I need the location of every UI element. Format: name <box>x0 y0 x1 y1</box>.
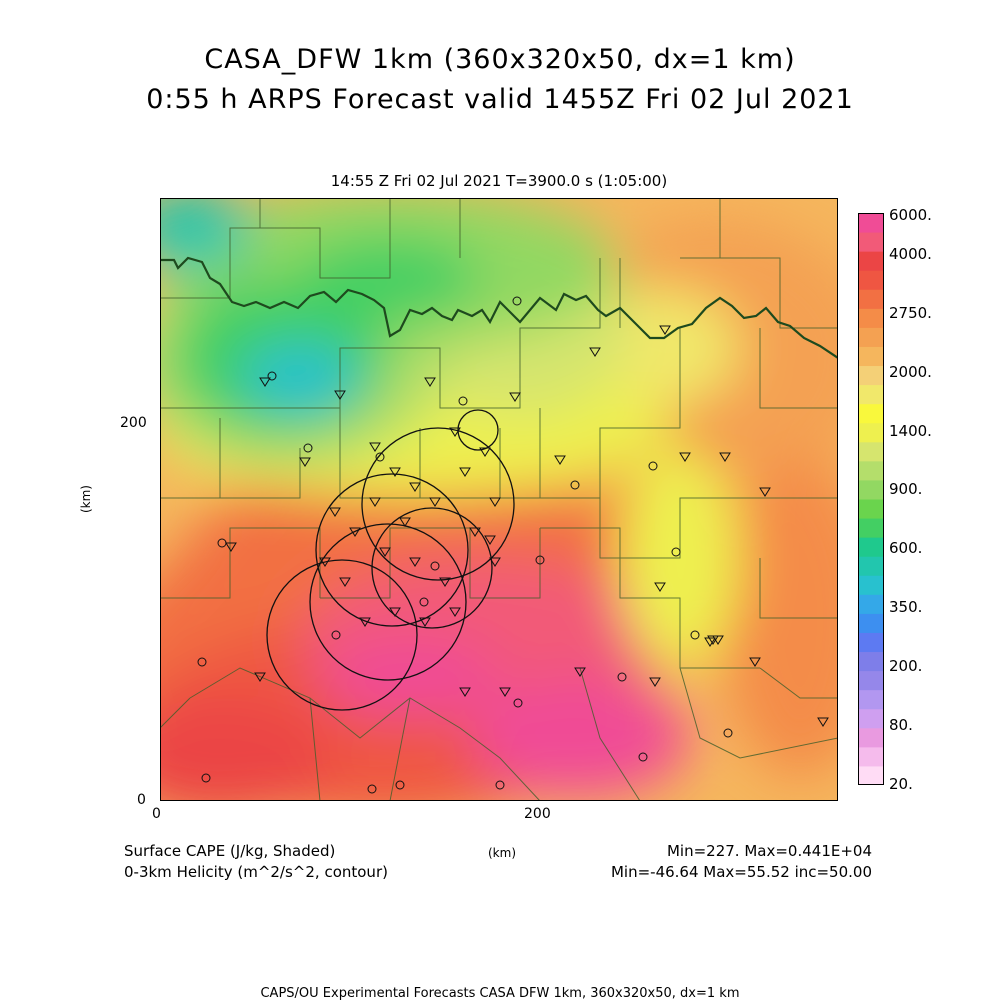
colorbar-labels: 6000. 4000. 2750. 2000. 1400. 900. 600. … <box>889 206 969 796</box>
cape-map <box>160 198 838 801</box>
y-axis-label: (km) <box>79 484 94 514</box>
title-line-1: CASA_DFW 1km (360x320x50, dx=1 km) <box>204 44 796 75</box>
colorbar-swatch <box>858 289 884 309</box>
colorbar-swatch <box>858 632 884 653</box>
shaded-minmax: Min=227. Max=0.441E+04 <box>666 842 872 860</box>
colorbar-label: 1400. <box>889 422 932 440</box>
colorbar-swatch <box>858 441 884 462</box>
colorbar-swatch <box>858 422 884 443</box>
colorbar-swatch <box>858 213 884 233</box>
colorbar-label: 2750. <box>889 304 932 322</box>
colorbar-label: 2000. <box>889 363 932 381</box>
credits-line: CAPS/OU Experimental Forecasts CASA DFW … <box>260 986 740 1001</box>
colorbar-swatch <box>858 765 884 785</box>
county-boundaries <box>160 198 838 801</box>
contour-field-caption: 0-3km Helicity (m^2/s^2, contour) <box>124 863 388 881</box>
colorbar-swatch <box>858 575 884 595</box>
red-river-boundary <box>160 256 838 359</box>
colorbar-swatch <box>858 479 884 500</box>
cape-colorbar <box>858 213 884 785</box>
colorbar-swatch <box>858 251 884 271</box>
colorbar-swatch <box>858 232 884 252</box>
colorbar-label: 6000. <box>889 206 932 224</box>
colorbar-swatch <box>858 537 884 557</box>
valid-time-info: 14:55 Z Fri 02 Jul 2021 T=3900.0 s (1:05… <box>330 172 668 190</box>
y-tick-label-200: 200 <box>120 415 147 431</box>
colorbar-swatch <box>858 594 884 614</box>
colorbar-swatch <box>858 384 884 405</box>
colorbar-swatch <box>858 403 884 424</box>
colorbar-label: 350. <box>889 598 923 616</box>
y-tick-label-0: 0 <box>137 792 146 808</box>
station-markers <box>197 296 829 794</box>
shaded-field-caption: Surface CAPE (J/kg, Shaded) <box>124 842 336 860</box>
colorbar-swatch <box>858 746 884 767</box>
colorbar-swatch <box>858 518 884 538</box>
x-axis-label: (km) <box>488 846 517 860</box>
colorbar-swatch <box>858 460 884 481</box>
colorbar-swatch <box>858 556 884 576</box>
x-tick-label-200: 200 <box>524 806 551 822</box>
x-tick-label-0: 0 <box>152 806 161 822</box>
colorbar-swatch <box>858 613 884 633</box>
colorbar-label: 900. <box>889 480 923 498</box>
colorbar-swatch <box>858 670 884 691</box>
colorbar-label: 600. <box>889 539 923 557</box>
colorbar-swatch <box>858 346 884 367</box>
helicity-contours <box>266 409 515 711</box>
colorbar-swatch <box>858 499 884 519</box>
colorbar-swatch <box>858 651 884 672</box>
colorbar-swatch <box>858 308 884 328</box>
colorbar-label: 20. <box>889 775 913 793</box>
colorbar-label: 4000. <box>889 245 932 263</box>
colorbar-label: 80. <box>889 716 913 734</box>
colorbar-swatch <box>858 365 884 386</box>
colorbar-swatch <box>858 270 884 290</box>
colorbar-swatch <box>858 708 884 729</box>
colorbar-frame <box>858 213 884 785</box>
colorbar-swatch <box>858 727 884 748</box>
colorbar-swatch <box>858 689 884 710</box>
colorbar-swatch <box>858 327 884 347</box>
title-line-2: 0:55 h ARPS Forecast valid 1455Z Fri 02 … <box>146 84 854 115</box>
colorbar-label: 200. <box>889 657 923 675</box>
contour-minmax: Min=-46.64 Max=55.52 inc=50.00 <box>610 863 872 881</box>
